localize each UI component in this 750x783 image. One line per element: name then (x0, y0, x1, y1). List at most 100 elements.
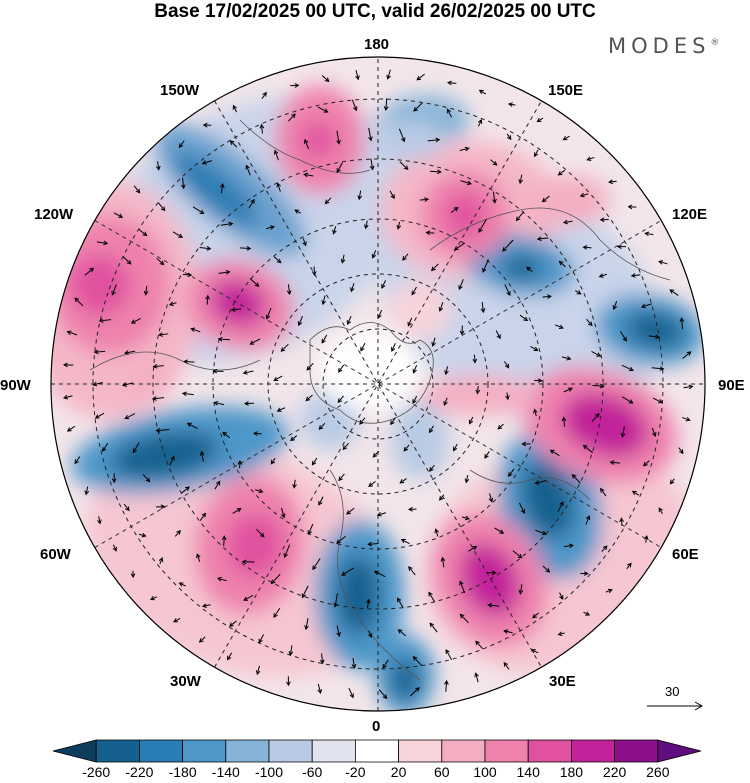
wind-arrow (243, 595, 254, 601)
wind-arrow (652, 397, 663, 404)
wind-arrowhead (446, 80, 452, 86)
wind-arrow (288, 113, 296, 122)
wind-arrow (312, 457, 318, 465)
wind-arrow (94, 350, 106, 353)
wind-arrow (351, 99, 357, 111)
wind-arrowhead (478, 227, 483, 233)
wind-arrow (249, 278, 259, 287)
wind-arrow (98, 516, 101, 524)
wind-arrowhead (255, 670, 261, 676)
anomaly-patch (502, 256, 542, 280)
colorbar-tick-label: 180 (559, 764, 584, 780)
wind-arrow (289, 645, 293, 656)
wind-arrow (469, 416, 474, 424)
wind-arrowhead (369, 165, 375, 171)
lon-label-30w: 30W (170, 673, 201, 690)
wind-arrowhead (453, 446, 458, 452)
wind-arrowhead (368, 136, 373, 142)
wind-arrowhead (444, 370, 449, 376)
wind-arrowhead (198, 638, 204, 643)
wind-arrow (413, 364, 418, 373)
wind-arrow (620, 518, 623, 526)
wind-arrowhead (377, 313, 382, 319)
wind-arrow (158, 333, 169, 336)
wind-arrowhead (600, 487, 605, 493)
wind-arrow (503, 662, 510, 670)
wind-arrowhead (253, 431, 258, 436)
wind-arrowhead (403, 446, 409, 452)
wind-arrowhead (229, 140, 235, 145)
colorbar-tick-label: 60 (434, 764, 450, 780)
wind-arrow (445, 680, 448, 692)
wind-arrow (169, 302, 177, 306)
wind-arrowhead (152, 363, 158, 369)
wind-arrow (410, 687, 420, 697)
wind-arrow (152, 397, 165, 400)
wind-arrow (304, 139, 310, 150)
wind-arrowhead (304, 625, 309, 631)
wind-arrow (368, 630, 372, 638)
wind-arrow (377, 512, 387, 516)
wind-arrowhead (160, 504, 166, 510)
wind-arrow (355, 70, 359, 80)
wind-arrow (681, 318, 684, 330)
anomaly-patch (70, 255, 130, 315)
wind-arrowhead (595, 413, 600, 418)
anomaly-patch (375, 120, 445, 160)
wind-arrow (563, 135, 570, 141)
wind-arrowhead (566, 355, 572, 361)
wind-arrow (563, 544, 573, 548)
wind-arrowhead (254, 282, 260, 288)
wind-arrowhead (366, 598, 371, 604)
wind-arrow (182, 177, 185, 189)
latitude-circle (152, 158, 604, 610)
wind-arrowhead (101, 446, 107, 452)
wind-arrowhead (346, 320, 352, 326)
wind-arrow (254, 432, 262, 435)
colorbar-ticks: -260 -220 -180 -140 -100 -60 -20 20 60 100 140 180 2… (0, 764, 750, 782)
lon-label-120w: 120W (34, 206, 74, 223)
wind-arrow (196, 554, 201, 562)
wind-arrowhead (532, 613, 537, 619)
wind-arrow (535, 479, 547, 484)
wind-arrow (475, 641, 484, 650)
wind-arrowhead (168, 301, 174, 307)
wind-arrow (478, 218, 487, 233)
lon-label-30e: 30E (549, 673, 576, 690)
wind-arrowhead (533, 346, 539, 351)
wind-arrow (293, 479, 296, 488)
latitude-circle (322, 328, 434, 440)
wind-arrow (372, 250, 377, 258)
wind-arrow (559, 592, 564, 600)
wind-arrowhead (517, 553, 523, 559)
wind-arrow (150, 596, 158, 600)
wind-arrow (426, 232, 435, 234)
wind-arrow (281, 507, 285, 518)
wind-arrowhead (311, 271, 317, 276)
wind-arrowhead (459, 580, 464, 586)
wind-arrowhead (688, 384, 694, 390)
wind-arrowhead (402, 255, 407, 261)
wind-arrowhead (536, 236, 542, 242)
wind-arrowhead (376, 511, 382, 517)
wind-arrow (461, 516, 470, 520)
wind-arrowhead (205, 294, 210, 300)
wind-arrow (368, 480, 376, 487)
wind-arrowhead (280, 347, 286, 352)
wind-arrowhead (429, 466, 434, 472)
wind-arrow (159, 557, 163, 565)
wind-arrowhead (436, 169, 442, 175)
wind-arrowhead (628, 399, 634, 404)
wind-arrow (366, 599, 370, 608)
wind-arrow (245, 165, 251, 176)
wind-arrowhead (301, 593, 306, 599)
anomaly-patch (625, 311, 685, 349)
wind-arrow (338, 364, 345, 373)
lon-label-90w: 90W (0, 377, 31, 394)
modes-logo: MODES® (608, 34, 720, 58)
colorbar-swatch (52, 739, 97, 763)
wind-arrow (512, 550, 523, 559)
wind-arrow (199, 246, 211, 250)
wind-arrow (519, 502, 525, 514)
wind-arrowhead (170, 455, 175, 461)
